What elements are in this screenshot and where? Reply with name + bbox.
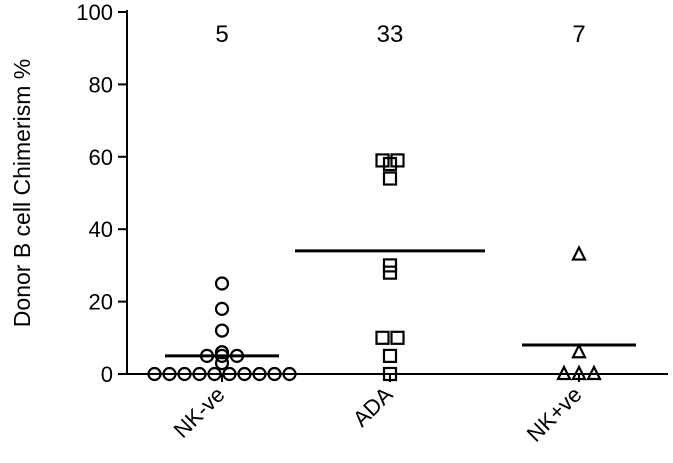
data-point-circle xyxy=(199,348,215,363)
data-points xyxy=(147,153,602,382)
data-point-square xyxy=(382,171,398,186)
data-point-circle xyxy=(282,366,297,382)
data-point-triangle xyxy=(571,342,587,359)
x-axis-labels: NK-ve ADA NK+ve xyxy=(169,374,587,447)
y-axis-title: Donor B cell Chimerism % xyxy=(9,59,35,327)
data-point-triangle xyxy=(571,245,587,261)
median-lines: 5 33 7 xyxy=(165,21,636,358)
data-point-triangle xyxy=(556,364,572,381)
data-point-circle xyxy=(214,356,230,371)
median-value-label: 5 xyxy=(215,21,228,48)
data-point-circle xyxy=(192,366,207,382)
data-point-circle xyxy=(147,366,162,382)
data-point-circle xyxy=(214,345,230,360)
data-point-square xyxy=(390,153,405,168)
data-point-circle xyxy=(214,323,230,338)
data-point-circle xyxy=(267,366,282,382)
data-point-square xyxy=(382,366,398,382)
data-point-square xyxy=(382,348,398,363)
data-point-circle xyxy=(229,348,245,363)
y-tick-label: 20 xyxy=(89,290,113,315)
median-value-label: 33 xyxy=(377,21,404,48)
data-point-square xyxy=(382,265,398,280)
y-tick-label: 60 xyxy=(89,145,113,170)
data-point-circle xyxy=(177,366,192,382)
y-axis-ticks: 0 20 40 60 80 100 xyxy=(76,0,127,387)
data-point-square xyxy=(382,258,398,273)
data-point-square xyxy=(382,156,398,172)
data-point-circle xyxy=(214,301,230,316)
data-point-circle xyxy=(214,276,230,291)
y-tick-label: 80 xyxy=(89,72,113,97)
data-point-square xyxy=(375,153,390,168)
data-point-circle xyxy=(162,366,177,382)
data-point-square xyxy=(390,330,405,345)
category-label: ADA xyxy=(348,382,398,432)
axes xyxy=(126,10,668,375)
y-tick-label: 0 xyxy=(101,362,113,387)
category-label: NK-ve xyxy=(169,382,230,443)
median-value-label: 7 xyxy=(572,21,585,48)
data-point-square xyxy=(375,330,390,345)
y-tick-label: 40 xyxy=(89,217,113,242)
category-label: NK+ve xyxy=(522,382,587,447)
y-tick-label: 100 xyxy=(76,0,113,25)
data-point-triangle xyxy=(586,364,602,381)
data-point-circle xyxy=(252,366,267,382)
data-point-circle xyxy=(222,366,237,382)
data-point-circle xyxy=(237,366,252,382)
data-point-circle xyxy=(207,366,222,382)
data-point-triangle xyxy=(571,364,587,381)
